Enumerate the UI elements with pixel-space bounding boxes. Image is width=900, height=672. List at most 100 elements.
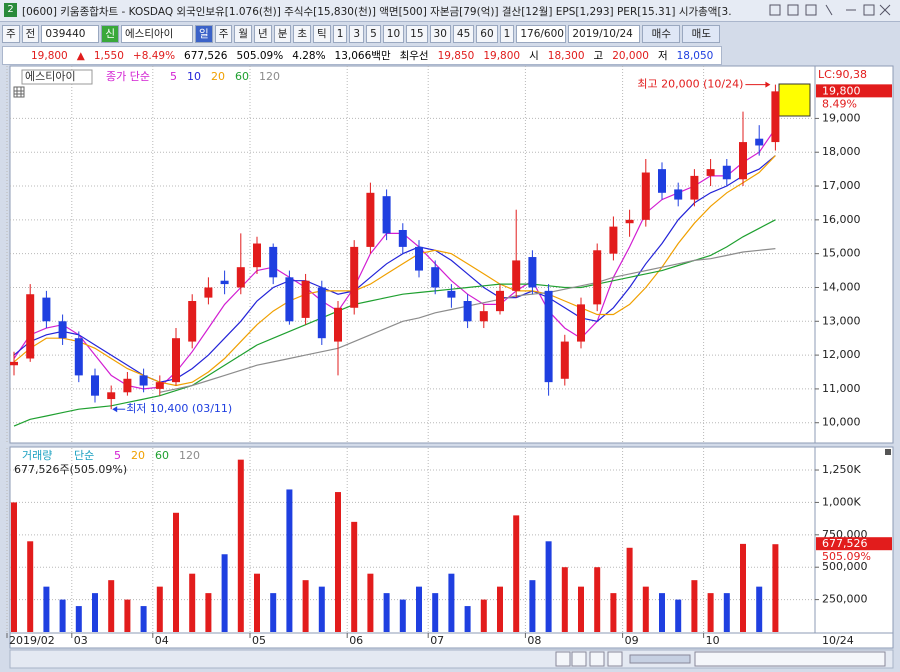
candle-body bbox=[512, 260, 521, 291]
quote-field: +8.49% bbox=[132, 49, 176, 62]
toolbar-button[interactable]: 일 bbox=[195, 24, 213, 43]
toolbar-button[interactable]: 년 bbox=[254, 24, 272, 43]
toolbar-button[interactable]: 신 bbox=[101, 24, 120, 43]
candle-body bbox=[139, 375, 148, 386]
volume-bar bbox=[399, 599, 406, 632]
volume-ratio-label: 505.09% bbox=[822, 550, 871, 563]
quote-field: 시 bbox=[529, 50, 539, 62]
volume-bar bbox=[383, 593, 390, 632]
x-tick-label: 09 bbox=[625, 634, 639, 647]
candle-body bbox=[204, 287, 213, 298]
price-legend-label: 종가 단순 bbox=[106, 70, 150, 83]
candle-body bbox=[690, 175, 699, 200]
quote-field: 505.09% bbox=[236, 49, 284, 62]
volume-bar bbox=[367, 573, 374, 632]
ma-line bbox=[13, 219, 776, 427]
volume-bar bbox=[416, 586, 422, 632]
toolbar-button[interactable]: 3 bbox=[349, 24, 365, 43]
toolbar-button[interactable]: 매도 bbox=[682, 24, 721, 43]
toolbar-button[interactable]: 5 bbox=[366, 24, 381, 43]
y-tick-label: 10,000 bbox=[822, 416, 861, 429]
candle-body bbox=[285, 277, 294, 322]
volume-bar bbox=[59, 599, 66, 632]
last-volume-box bbox=[816, 537, 892, 551]
toolbar-button[interactable]: 039440 bbox=[41, 24, 100, 43]
toolbar-button[interactable]: 주 bbox=[2, 24, 20, 43]
window-title: [0600] 키움종합차트 - KOSDAQ 외국인보유[1.076(천)] 주… bbox=[22, 6, 732, 18]
volume-bar bbox=[205, 593, 212, 632]
toolbar-button[interactable]: 1 bbox=[499, 24, 515, 43]
quote-field: 4.28% bbox=[292, 49, 326, 62]
toolbar-button[interactable]: 분 bbox=[273, 24, 292, 43]
legend-entry: 5 bbox=[114, 449, 121, 462]
y-tick-label: 12,000 bbox=[822, 348, 861, 361]
volume-bar bbox=[772, 544, 779, 632]
volume-bar bbox=[723, 593, 730, 632]
toolbar-button[interactable]: 30 bbox=[429, 24, 451, 43]
toolbar-button[interactable]: 매수 bbox=[642, 24, 681, 43]
toolbar-button[interactable]: 에스티아이 bbox=[121, 24, 194, 43]
toolbar-button[interactable]: 틱 bbox=[313, 24, 331, 43]
quote-field: 1,550 bbox=[93, 49, 124, 62]
toolbar-button[interactable]: 15 bbox=[406, 24, 428, 43]
y-tick-label: 14,000 bbox=[822, 280, 861, 293]
volume-bar bbox=[675, 599, 682, 632]
candle-body bbox=[641, 172, 650, 220]
x-tick-label: 06 bbox=[349, 634, 363, 647]
candle-body bbox=[609, 226, 618, 254]
candle-body bbox=[447, 290, 456, 298]
toolbar-button[interactable]: 전 bbox=[21, 24, 40, 43]
quote-field: 최우선 bbox=[399, 50, 429, 62]
toolbar-button[interactable]: 2019/10/24 bbox=[568, 24, 641, 43]
volume-legend-label: 단순 bbox=[74, 449, 94, 462]
candle-body bbox=[431, 267, 440, 288]
toolbar-button[interactable]: 초 bbox=[293, 24, 312, 43]
volume-bar bbox=[529, 580, 536, 632]
y-tick-label: 19,000 bbox=[822, 111, 861, 124]
candle-body bbox=[771, 91, 780, 143]
toolbar-button[interactable]: 주 bbox=[214, 24, 233, 43]
y-tick-label: 11,000 bbox=[822, 382, 861, 395]
volume-bar bbox=[497, 586, 503, 632]
volume-bar bbox=[691, 580, 698, 632]
window-controls bbox=[769, 4, 891, 16]
price-axis-pane bbox=[814, 65, 894, 444]
toolbar-button[interactable]: 60 bbox=[476, 24, 498, 43]
toolbar-button[interactable]: 10 bbox=[382, 24, 405, 43]
quote-field: 저 bbox=[657, 50, 668, 62]
x-tick-label: 07 bbox=[430, 634, 444, 647]
quote-field: 19,850 bbox=[437, 49, 475, 62]
toolbar-button[interactable]: 월 bbox=[234, 24, 253, 43]
volume-summary: 677,526주(505.09%) bbox=[14, 463, 127, 476]
volume-bar bbox=[221, 554, 228, 632]
quote-row: 19,800 ▲ 1,550 +8.49% 677,526 505.09% 4.28% 13,… bbox=[2, 46, 722, 65]
ma-line bbox=[13, 155, 776, 387]
quote-field: 19,800 bbox=[31, 49, 68, 62]
volume-bar bbox=[659, 593, 665, 632]
candle-body bbox=[528, 257, 537, 288]
toolbar-button[interactable]: 176/600 bbox=[516, 24, 567, 43]
legend-entry: 60 bbox=[155, 449, 169, 462]
candle-body bbox=[625, 219, 634, 224]
quote-field: 19,800 bbox=[483, 49, 521, 62]
volume-bar bbox=[43, 586, 50, 632]
last-price-label: 19,800 bbox=[822, 84, 861, 97]
y-tick-label: 500,000 bbox=[822, 560, 868, 573]
price-legend-title: 에스티아이 bbox=[25, 70, 76, 83]
x-tick-label: 04 bbox=[155, 634, 169, 647]
volume-bar bbox=[594, 567, 601, 632]
volume-bar bbox=[27, 541, 34, 632]
y-tick-label: 1,250K bbox=[822, 463, 861, 476]
legend-entry: 120 bbox=[179, 449, 200, 462]
volume-bar bbox=[92, 593, 98, 632]
volume-bar bbox=[254, 573, 260, 632]
quote-field: 18,300 bbox=[547, 49, 585, 62]
x-tick-label: 05 bbox=[252, 634, 266, 647]
x-tick-label: 03 bbox=[74, 634, 88, 647]
candle-body bbox=[10, 361, 18, 366]
low-arrowhead bbox=[112, 406, 118, 413]
name-box bbox=[21, 69, 93, 85]
candle-body bbox=[382, 196, 391, 234]
toolbar-button[interactable]: 1 bbox=[332, 24, 348, 43]
toolbar-button[interactable]: 45 bbox=[452, 24, 475, 43]
